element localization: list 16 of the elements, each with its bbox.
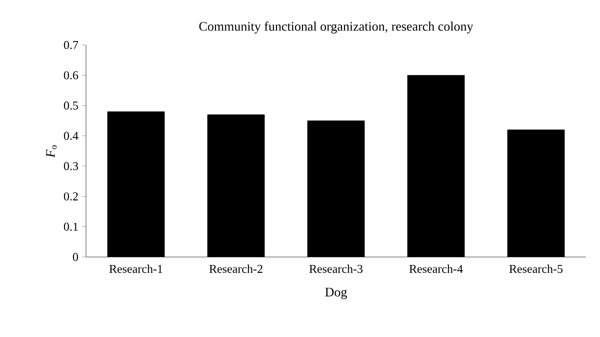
y-axis-title: F$_{o}$ [46,145,57,158]
x-tick-label: Research-3 [309,264,363,273]
y-tick-label: 0.2 [64,192,78,200]
x-tick-label: Research-4 [409,264,463,273]
y-tick-label: 0 [72,252,78,262]
x-axis-title: Dog [325,288,347,300]
y-tick-label: 0.4 [64,132,78,140]
y-tick-label: 0.1 [64,222,78,231]
y-tick-label: 0.7 [64,40,78,50]
x-tick-label: Research-5 [509,264,563,273]
y-tick-label: 0.3 [64,162,78,170]
y-tick-label: 0.5 [64,101,78,110]
y-tick-label: 0.6 [64,71,78,80]
x-tick-label: Research-2 [209,264,262,273]
chart-title: Community functional organization, research colony [199,22,474,34]
x-tick-label: Research-1 [109,264,162,273]
